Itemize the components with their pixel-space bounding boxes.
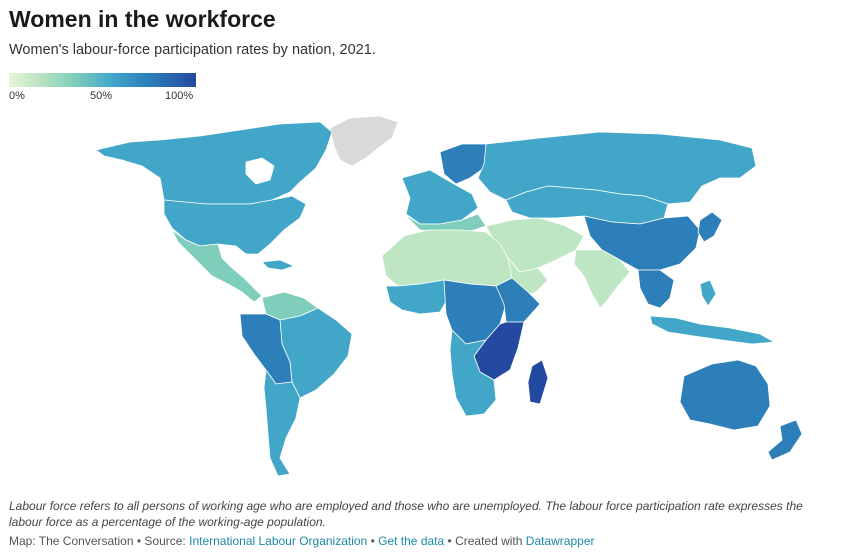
world-map <box>95 115 803 477</box>
legend-max-label: 100% <box>165 90 194 102</box>
region-north-africa[interactable] <box>381 229 513 287</box>
region-mexico[interactable] <box>171 229 263 303</box>
hudson-bay <box>245 157 275 185</box>
region-southern-africa[interactable] <box>449 329 497 417</box>
region-canada[interactable] <box>95 121 333 205</box>
region-greenland[interactable] <box>329 115 399 167</box>
region-indonesia[interactable] <box>649 315 775 345</box>
get-data-link[interactable]: Get the data <box>378 534 445 548</box>
region-southeast-asia[interactable] <box>637 269 675 309</box>
legend-min-label: 0% <box>9 90 25 102</box>
legend-gradient-bar <box>9 73 196 87</box>
region-new-zealand[interactable] <box>767 419 803 461</box>
region-ethiopia-horn[interactable] <box>495 277 541 323</box>
region-japan-korea[interactable] <box>697 211 723 243</box>
region-argentina-chile[interactable] <box>263 369 301 477</box>
region-india[interactable] <box>573 249 631 309</box>
legend-labels: 0% 50% 100% <box>9 90 199 104</box>
created-prefix: Created with <box>455 534 523 548</box>
source-link[interactable]: International Labour Organization <box>189 534 368 548</box>
region-philippines[interactable] <box>699 279 717 307</box>
region-west-africa[interactable] <box>385 279 449 315</box>
region-australia[interactable] <box>679 359 771 431</box>
separator: • <box>136 534 142 548</box>
footnote: Labour force refers to all persons of wo… <box>9 499 803 529</box>
source-prefix: Source: <box>144 534 186 548</box>
datawrapper-link[interactable]: Datawrapper <box>525 534 595 548</box>
region-kazakhstan-mongolia[interactable] <box>505 185 669 225</box>
chart-subtitle: Women's labour-force participation rates… <box>9 42 376 58</box>
footer-credits: Map: The Conversation • Source: Internat… <box>9 534 594 548</box>
separator: • <box>370 534 375 548</box>
map-credit: Map: The Conversation <box>9 534 134 548</box>
region-madagascar[interactable] <box>527 359 549 405</box>
legend-mid-label: 50% <box>90 90 113 102</box>
chart-title: Women in the workforce <box>9 6 276 32</box>
color-legend: 0% 50% 100% <box>9 73 199 104</box>
region-caribbean[interactable] <box>261 259 295 271</box>
separator: • <box>447 534 452 548</box>
